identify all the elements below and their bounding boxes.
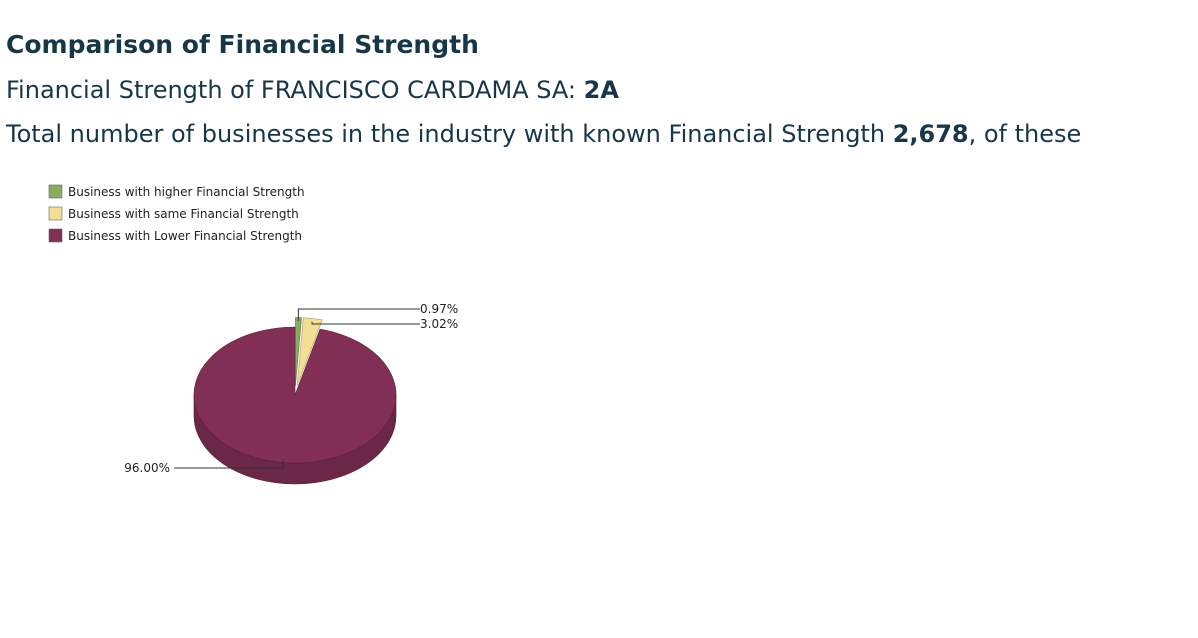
financial-strength-line: Financial Strength of FRANCISCO CARDAMA … [6,74,619,106]
legend-swatch-0 [48,184,63,199]
total-businesses-line: Total number of businesses in the indust… [6,118,1081,150]
legend-swatch-1 [48,206,63,221]
total-businesses-count: 2,678 [892,120,969,148]
legend-label-1: Business with same Financial Strength [68,207,299,221]
chart-legend: Business with higher Financial Strength B… [48,184,305,243]
page-title: Comparison of Financial Strength [6,30,479,59]
total-businesses-suffix: , of these [968,120,1082,148]
legend-swatch-2 [48,228,63,243]
pie-slices [193,317,397,485]
legend-label-2: Business with Lower Financial Strength [68,229,302,243]
leader-line-1 [311,321,420,325]
leader-line-2 [174,459,284,469]
financial-strength-rating: 2A [583,76,619,104]
legend-label-0: Business with higher Financial Strength [68,185,305,199]
pie-slice-1 [296,317,323,386]
financial-strength-label: Financial Strength of FRANCISCO CARDAMA … [6,76,584,104]
total-businesses-label: Total number of businesses in the indust… [6,120,893,148]
pie-data-labels: 0.97%3.02% 96.00% [124,302,458,475]
data-label-1: 3.02% [420,317,458,331]
data-label-2: 96.00% [124,461,170,475]
pie-slice-2 [193,326,397,464]
data-label-0: 0.97% [420,302,458,316]
financial-strength-pie-chart: Business with higher Financial Strength B… [48,184,458,485]
leader-line-0 [297,308,420,322]
